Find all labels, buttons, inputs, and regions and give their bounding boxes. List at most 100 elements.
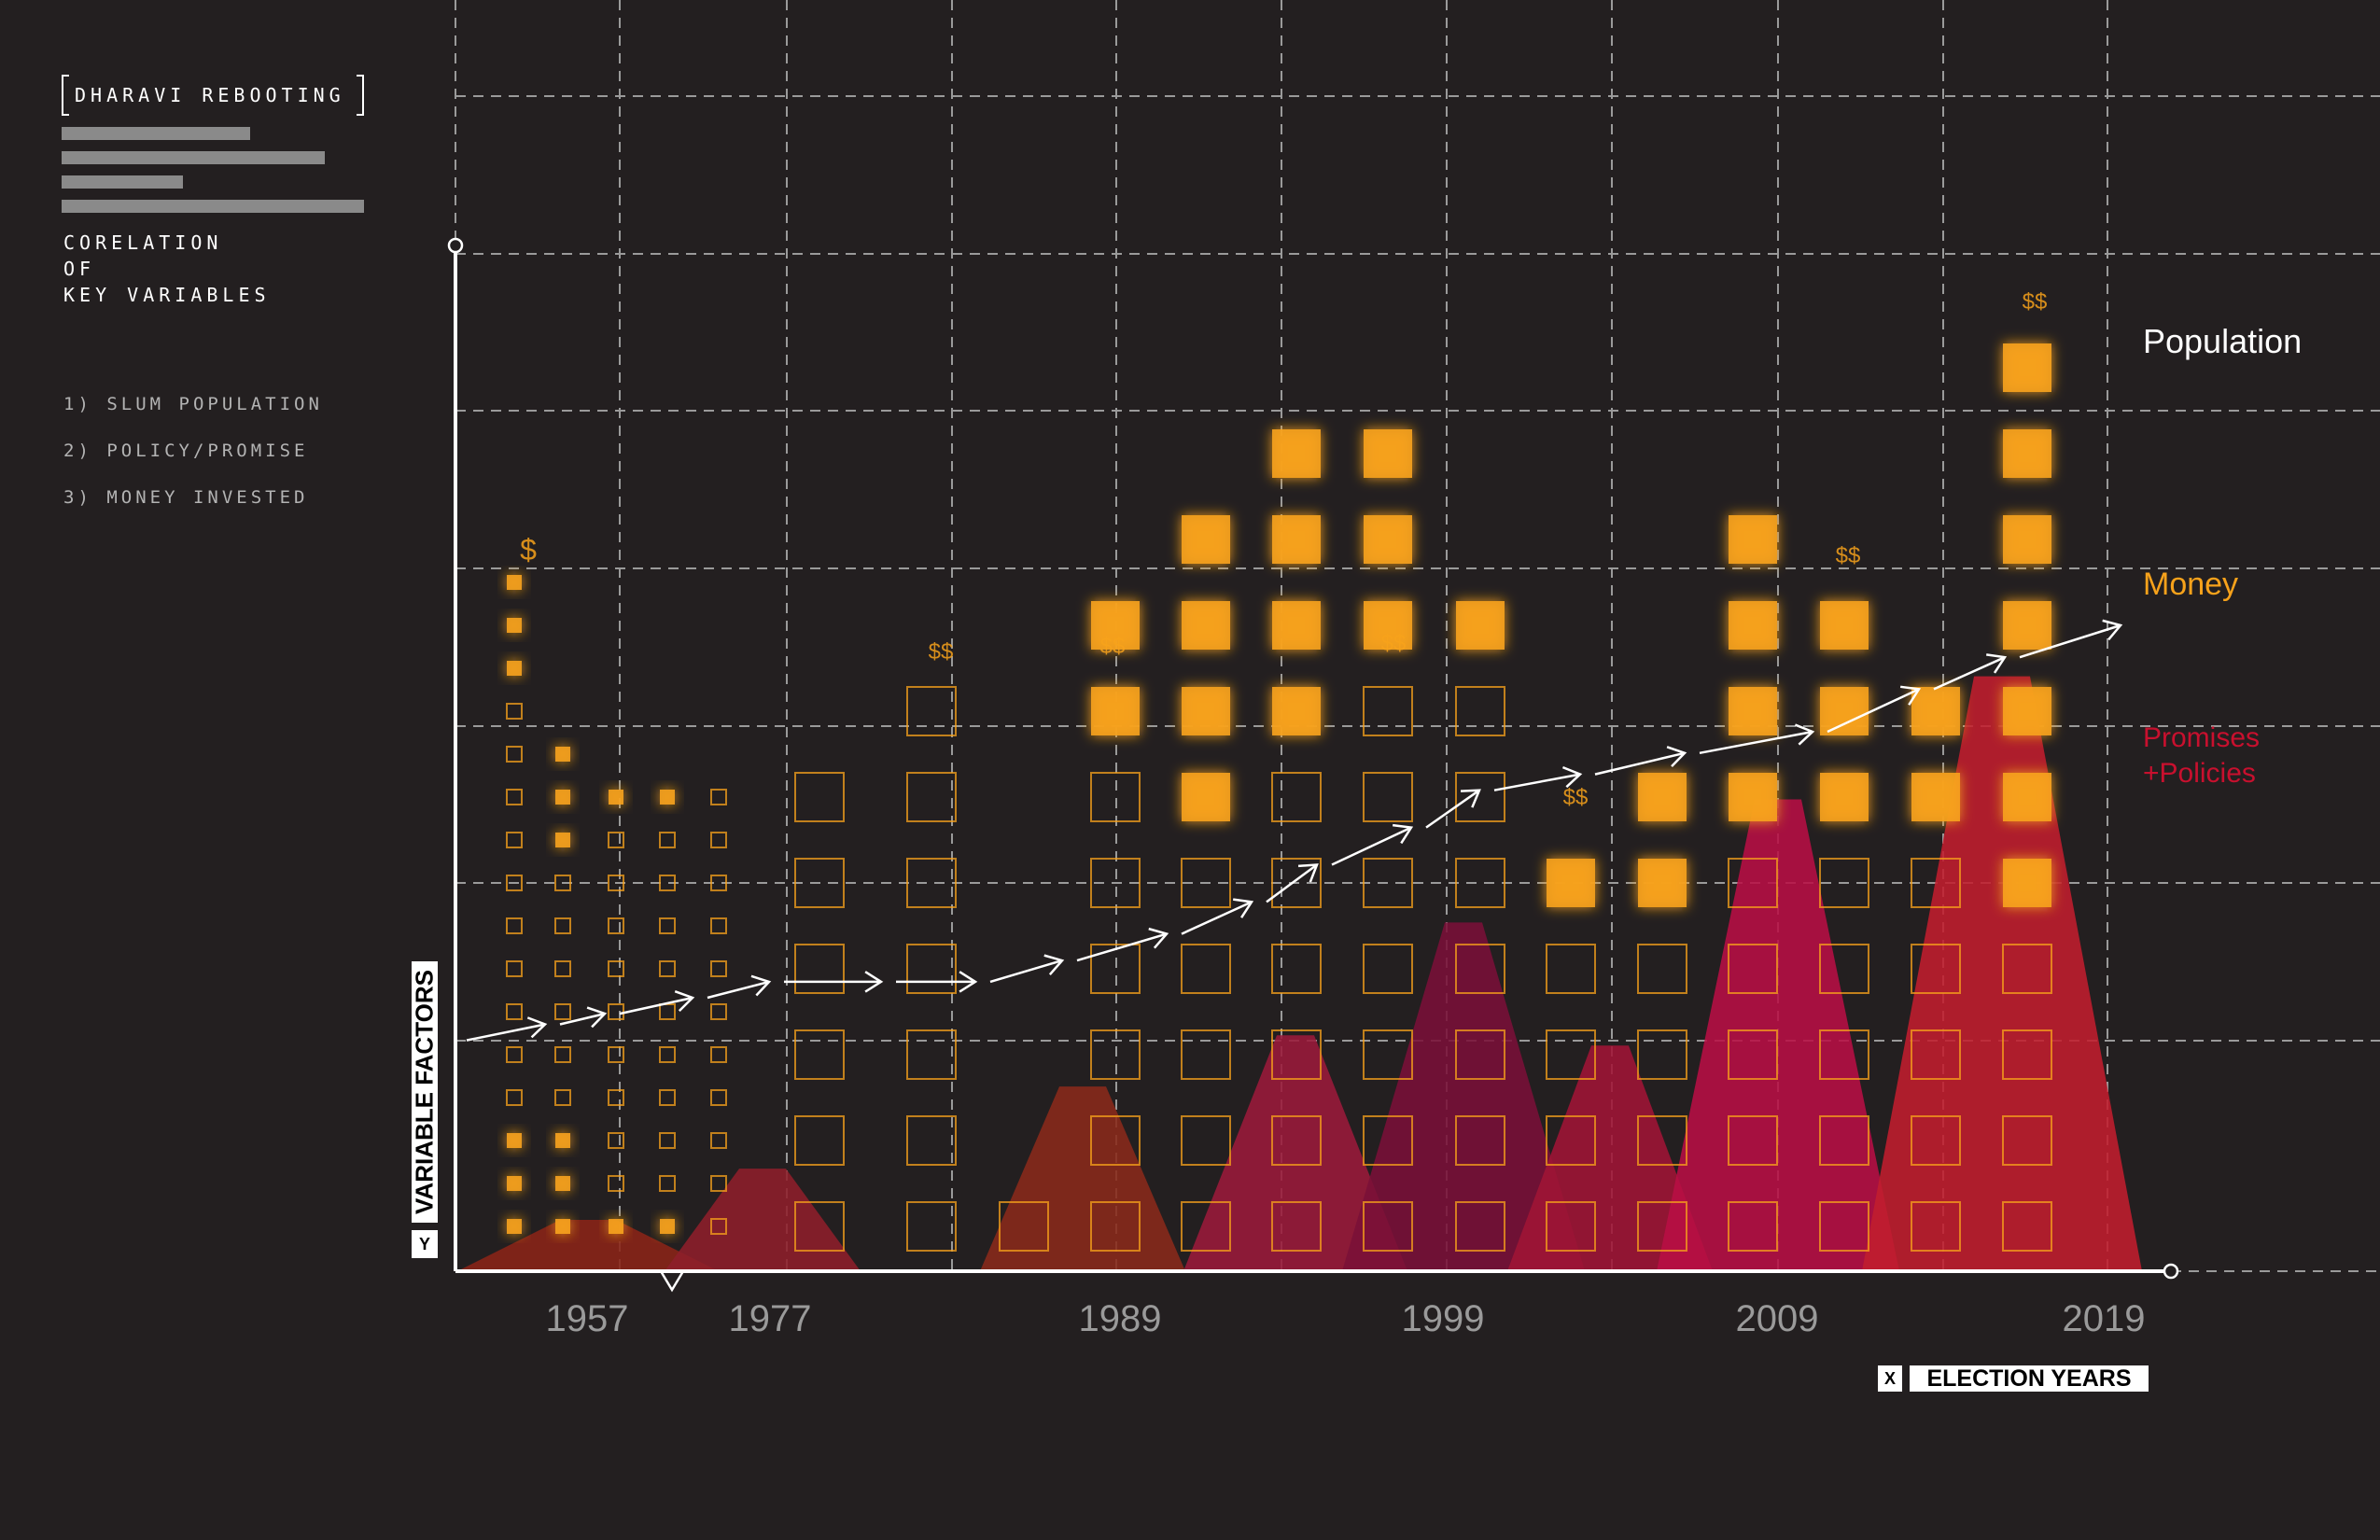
money-block	[710, 1046, 727, 1063]
population-arrow	[1076, 932, 1168, 962]
money-block	[1546, 1029, 1596, 1080]
money-block	[1455, 1201, 1505, 1252]
money-marker: $$	[1100, 634, 1126, 659]
money-block	[1911, 1115, 1961, 1166]
population-arrow	[1181, 901, 1253, 935]
money-block	[555, 790, 570, 805]
money-block	[608, 1132, 624, 1149]
money-block	[1637, 1201, 1687, 1252]
money-block	[710, 1003, 727, 1020]
money-block	[554, 917, 571, 934]
money-block	[608, 917, 624, 934]
money-block	[1819, 944, 1869, 994]
money-block	[660, 1219, 675, 1234]
money-marker: $$	[2023, 289, 2048, 315]
population-arrow	[2019, 623, 2121, 659]
money-block	[1271, 858, 1322, 908]
money-block	[1271, 944, 1322, 994]
money-block	[1272, 601, 1321, 650]
money-block	[659, 1132, 676, 1149]
money-block	[608, 960, 624, 977]
money-marker: $$	[1563, 785, 1589, 810]
money-block	[609, 1219, 623, 1234]
money-block	[2003, 343, 2051, 392]
money-block	[1455, 944, 1505, 994]
money-block	[1272, 687, 1321, 735]
money-block	[1364, 601, 1412, 650]
population-arrowhead	[1148, 927, 1169, 949]
money-series: $$$ $$ $$$$$$$$	[506, 289, 2052, 1252]
population-arrow	[1266, 863, 1318, 903]
money-block	[659, 1046, 676, 1063]
y-axis-tag: Y	[412, 1230, 438, 1258]
money-block	[1182, 773, 1230, 821]
money-block	[1819, 1201, 1869, 1252]
sidebar: DHARAVI REBOOTING CORELATION OF KEY VARI…	[0, 0, 411, 653]
placeholder-bar	[62, 200, 364, 213]
money-block	[906, 944, 957, 994]
population-arrow	[1594, 751, 1686, 776]
money-block	[507, 1176, 522, 1191]
money-block	[554, 1003, 571, 1020]
y-axis-end	[447, 237, 464, 254]
money-block	[1729, 601, 1777, 650]
money-block	[2002, 1115, 2052, 1166]
money-marker: $$	[1381, 631, 1407, 656]
money-block	[507, 575, 522, 590]
money-block	[608, 1046, 624, 1063]
money-block	[555, 747, 570, 762]
money-block	[659, 960, 676, 977]
money-block	[659, 1003, 676, 1020]
money-block	[2003, 601, 2051, 650]
population-arrow	[619, 996, 693, 1015]
x-tick-label: 1999	[1402, 1298, 1485, 1339]
money-block	[1181, 1115, 1231, 1166]
money-block	[1819, 1115, 1869, 1166]
population-arrow	[466, 1023, 546, 1042]
money-block	[1728, 858, 1778, 908]
money-block	[506, 1003, 523, 1020]
promises-series	[457, 676, 2142, 1271]
money-block	[794, 944, 845, 994]
money-block	[1363, 772, 1413, 822]
population-arrow	[1493, 773, 1581, 791]
money-block	[1820, 773, 1869, 821]
money-block	[710, 1132, 727, 1149]
placeholder-bar	[62, 127, 250, 140]
population-arrowhead	[1794, 723, 1815, 746]
money-block	[507, 661, 522, 676]
money-block	[608, 1089, 624, 1106]
population-arrow	[1827, 688, 1920, 734]
money-block	[608, 1003, 624, 1020]
money-block	[1181, 944, 1231, 994]
money-block	[794, 1201, 845, 1252]
money-block	[659, 1089, 676, 1106]
money-block	[1456, 601, 1505, 650]
y-axis-label: VARIABLE FACTORS	[410, 970, 439, 1214]
money-block	[1182, 687, 1230, 735]
money-block	[554, 875, 571, 891]
money-block	[1728, 1029, 1778, 1080]
money-block	[1271, 772, 1322, 822]
population-arrowhead	[1986, 653, 2008, 674]
money-block	[1638, 773, 1687, 821]
money-block	[1637, 944, 1687, 994]
series-label-promises-line2: +Policies	[2143, 758, 2256, 789]
population-arrowhead	[1460, 789, 1481, 808]
population-arrow	[1699, 730, 1813, 755]
money-block	[659, 875, 676, 891]
money-block	[1911, 858, 1961, 908]
money-block	[1911, 944, 1961, 994]
money-block	[506, 875, 523, 891]
series-label-population: Population	[2143, 322, 2302, 360]
population-arrow	[1933, 656, 2006, 691]
money-block	[1090, 772, 1141, 822]
money-block	[794, 772, 845, 822]
money-block	[1728, 1201, 1778, 1252]
money-block	[1271, 1201, 1322, 1252]
population-arrowhead	[1297, 863, 1319, 883]
money-block	[507, 618, 522, 633]
x-tick-labels: 1957 1977 1989 1999 2009 2019	[546, 1298, 2146, 1339]
money-block	[1911, 687, 1960, 735]
money-block	[1364, 515, 1412, 564]
